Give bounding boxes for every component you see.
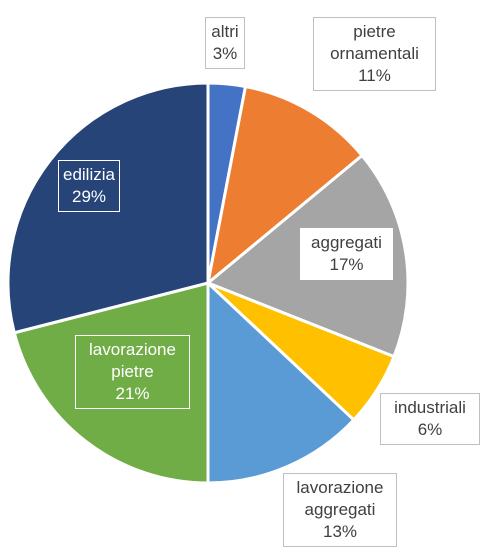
pie-slice bbox=[12, 281, 210, 485]
label-value: 17% bbox=[329, 255, 364, 274]
label-value: 3% bbox=[212, 44, 238, 63]
label-value: 29% bbox=[71, 187, 107, 206]
data-label: pietre ornamentali 11% bbox=[313, 17, 436, 91]
data-label: edilizia 29% bbox=[58, 160, 120, 212]
data-label: lavorazione aggregati 13% bbox=[283, 473, 397, 547]
pie-slice bbox=[205, 84, 365, 287]
pie-slice bbox=[206, 279, 356, 485]
label-name: lavorazione aggregati bbox=[296, 478, 384, 519]
label-value: 11% bbox=[358, 66, 391, 85]
data-label: lavorazione pietre 21% bbox=[75, 335, 190, 409]
label-name: aggregati bbox=[311, 233, 382, 252]
label-name: edilizia bbox=[63, 165, 115, 184]
data-label: aggregati 17% bbox=[300, 228, 393, 280]
label-name: lavorazione pietre bbox=[89, 340, 176, 381]
label-value: 21% bbox=[115, 384, 150, 403]
label-name: industriali bbox=[394, 398, 466, 417]
data-label: altri 3% bbox=[205, 17, 245, 69]
label-value: 13% bbox=[322, 522, 358, 541]
pie-slice bbox=[6, 81, 210, 335]
label-name: pietre ornamentali bbox=[330, 22, 419, 63]
data-label: industriali 6% bbox=[380, 393, 480, 445]
label-value: 6% bbox=[417, 420, 443, 439]
label-name: altri bbox=[211, 22, 239, 41]
